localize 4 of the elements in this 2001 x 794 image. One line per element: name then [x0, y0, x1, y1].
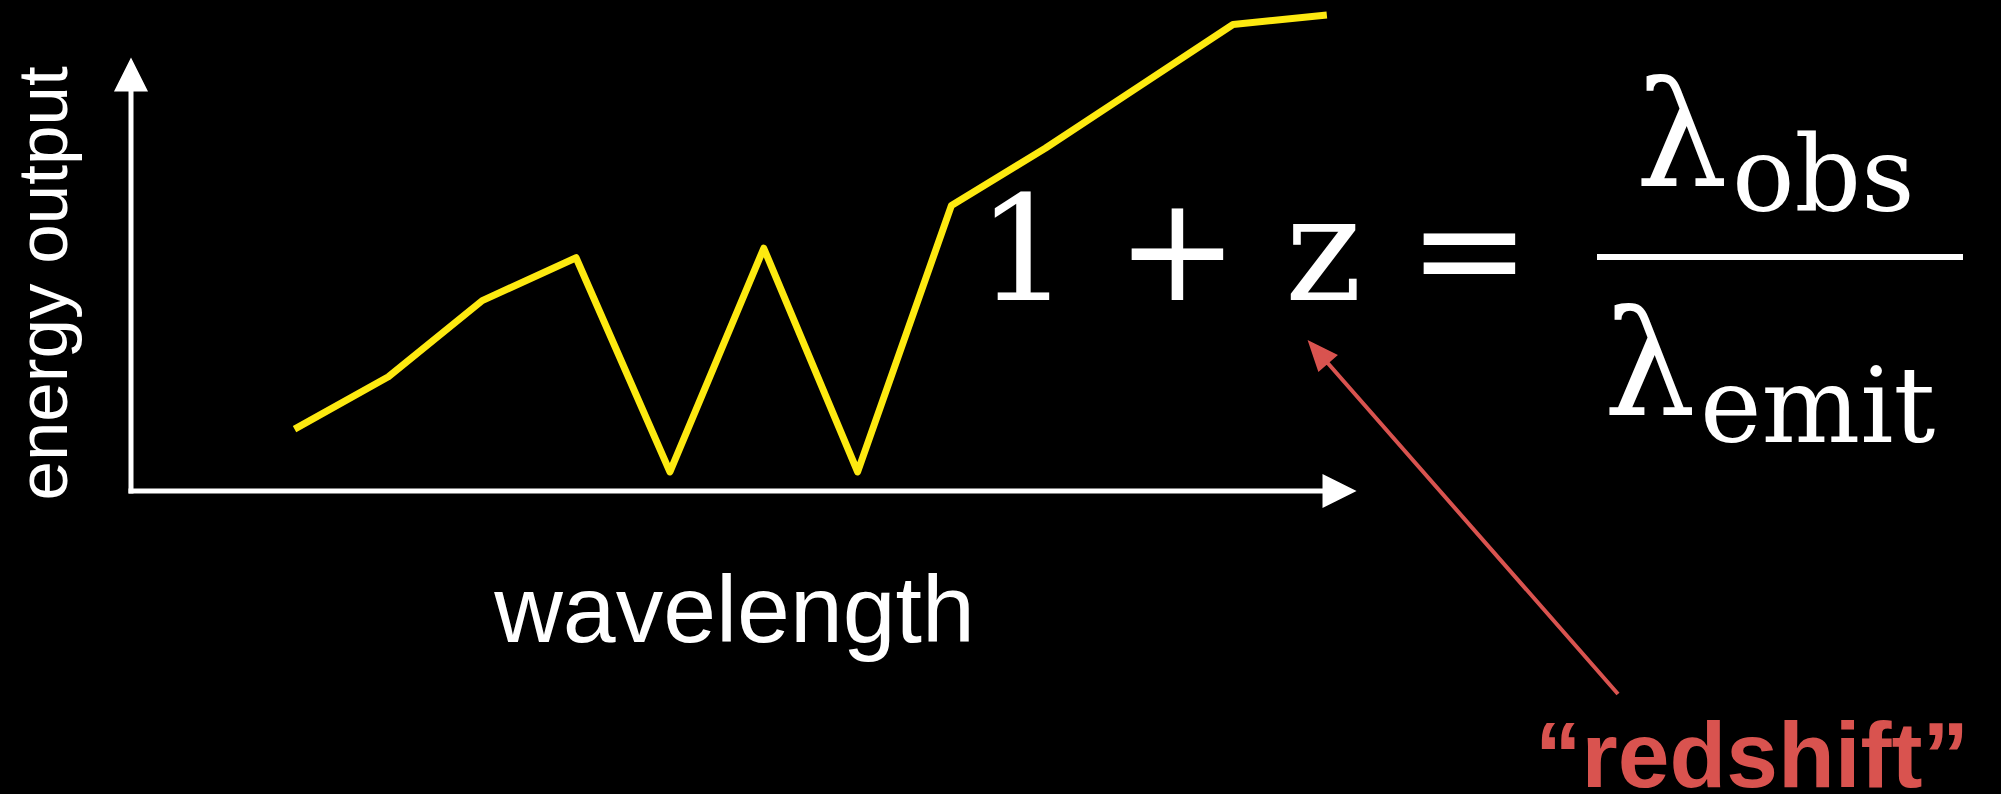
- x-axis-title: wavelength: [493, 555, 975, 662]
- annotation: 1 + z =: [977, 164, 1531, 334]
- y-axis-title: energy output: [2, 66, 82, 501]
- text: “redshift”: [1534, 703, 1970, 794]
